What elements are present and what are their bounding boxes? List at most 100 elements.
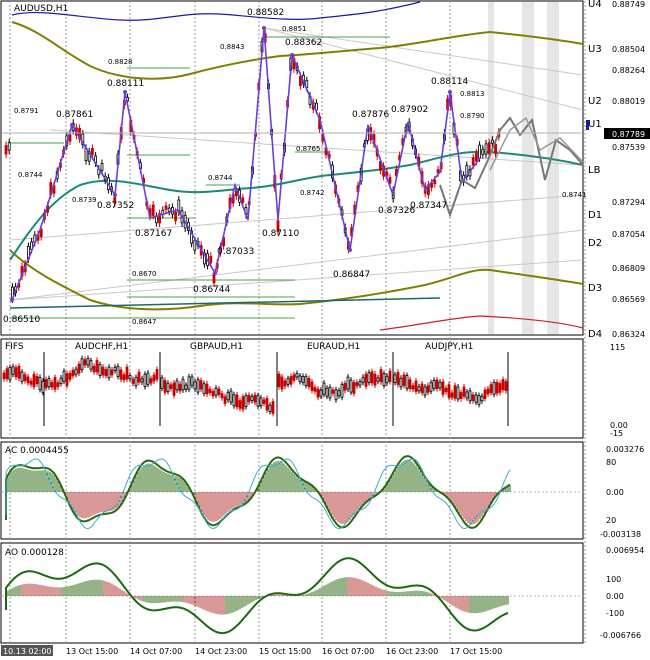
swing-label: 0.87110 [262,229,299,239]
level-price: 0.86324 [612,330,645,339]
swing-label: 0.87861 [56,110,93,120]
level-price: 0.88749 [612,0,645,9]
small-label: 0.8670 [132,270,157,278]
day-separators [9,1,586,643]
swing-label: 0.87326 [378,206,415,216]
time-label-1: 13 Oct 15:00 [66,647,118,656]
swing-labels: 0.88582 0.88362 0.88111 0.87861 0.87352 0.871… [3,8,468,325]
swing-label: 0.86744 [193,285,230,295]
fifs-pair-4: AUDJPY,H1 [425,342,473,352]
zigzag-nodes [10,26,452,302]
ac-scale-1: 0.003276 [606,445,644,454]
fifs-panel[interactable] [0,338,584,439]
ao-signal-line [5,557,509,635]
swing-label: 0.87352 [97,201,134,211]
swing-label: 0.88111 [107,79,144,89]
moving-average-line [9,150,584,261]
level-price: 0.86809 [612,264,645,273]
small-label: 0.8813 [460,90,485,98]
level-name: D2 [588,238,602,249]
current-price-box [604,128,650,139]
fifs-scale-bot: -15 [610,429,623,438]
ao-histogram [5,577,509,615]
level-price: 0.88504 [612,45,645,54]
small-label: 0.8843 [220,43,245,51]
level-price: 0.87054 [612,230,645,239]
fifs-pair-3: EURAUD,H1 [307,342,360,352]
level-name: D3 [588,283,602,294]
time-label-0: 10.13 02:00 [3,647,52,656]
ac-scale-4: 20 [606,516,616,525]
ao-scale-5: -0.006766 [600,631,641,640]
small-label: 0.8739 [72,196,97,204]
level-name: D1 [588,210,602,221]
swing-label: 0.87876 [352,110,389,120]
level-name: U2 [588,96,602,107]
fifs-scale-mid: 0.00 [610,421,628,430]
small-label: 0.8742 [300,189,325,197]
baseline-line [9,297,441,309]
swing-label: 0.88582 [247,8,284,18]
level-price: 0.88264 [612,66,645,75]
fifs-scale-top: 115 [610,343,625,352]
level-name: LB [588,165,601,176]
ac-scale-3: 0.00 [606,488,624,497]
fifs-candles [2,355,508,417]
time-cursor-box [1,645,53,656]
level-name: U3 [588,44,602,55]
ac-scale-2: 80 [606,458,616,467]
level-price: 0.87294 [612,198,645,207]
swing-label: 0.87033 [217,247,254,257]
ao-title: AO 0.000128 [5,548,64,558]
small-label: 0.8744 [208,174,233,182]
swing-label: 0.87167 [135,229,172,239]
time-label-5: 16 Oct 07:00 [322,647,374,656]
small-label: 0.8741 [562,191,587,199]
small-label: 0.8765 [296,145,321,153]
lower-band-line [9,249,584,311]
swing-label: 0.86847 [333,270,370,280]
price-axis: U4 0.88749 U3 0.88504 0.88264 U2 0.88019 U1 0.87… [588,0,645,340]
level-name: D4 [588,329,602,340]
swing-label: 0.88362 [285,38,322,48]
ao-scale-1: 0.006954 [606,546,644,555]
time-label-6: 16 Oct 23:00 [386,647,438,656]
level-name: U1 [588,119,602,130]
ac-fast-line [5,458,511,530]
fifs-title: FIFS [5,342,24,352]
current-price-label: 0.87789 [612,130,645,139]
small-label: 0.8791 [14,107,39,115]
ao-scale-4: -100 [606,609,624,618]
ac-scale-5: -0.003138 [600,530,641,539]
small-label: 0.8647 [132,318,157,326]
fan-lines [9,27,584,301]
main-chart-title: AUDUSD,H1 [14,4,68,14]
level-price: 0.87539 [612,143,645,152]
upper-envelope-line [11,1,421,21]
zigzag-line [11,27,481,301]
ao-scale-2: 100 [606,575,621,584]
small-label: 0.8851 [282,25,307,33]
swing-label: 0.87347 [410,201,447,211]
ao-scale-3: 0.00 [606,592,624,601]
swing-label: 0.88114 [431,77,468,87]
lower-envelope-line [379,315,584,331]
level-segments [10,36,390,319]
upper-band-line [11,21,584,80]
main-chart-panel[interactable] [0,0,584,336]
ac-title: AC 0.0004455 [5,446,69,456]
level-price: 0.88019 [612,97,645,106]
forecast-line-light [489,116,584,171]
level-price: 0.86569 [612,295,645,304]
small-label: 0.8744 [18,171,43,179]
ac-histogram [5,459,511,525]
time-label-2: 14 Oct 07:00 [130,647,182,656]
small-label: 0.8828 [108,58,133,66]
swing-label: 0.87902 [391,105,428,115]
time-label-7: 17 Oct 15:00 [450,647,502,656]
price-marker [586,120,589,130]
time-label-4: 15 Oct 15:00 [259,647,311,656]
time-label-3: 14 Oct 23:00 [195,647,247,656]
small-label: 0.8790 [460,112,485,120]
